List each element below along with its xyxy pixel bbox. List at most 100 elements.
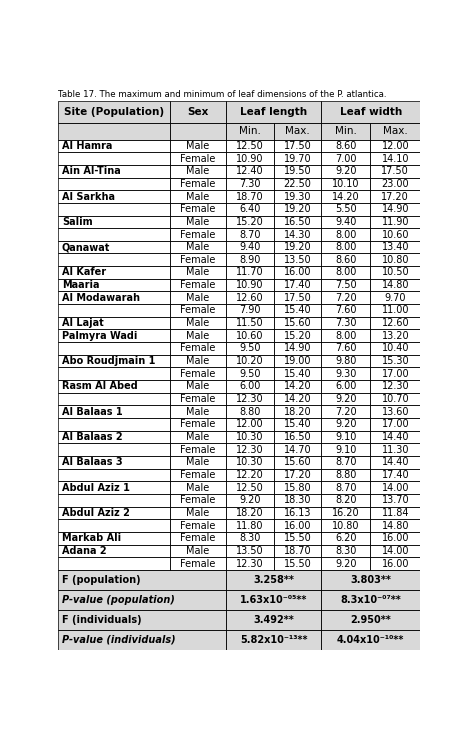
Text: 16.00: 16.00 xyxy=(284,520,311,531)
Bar xyxy=(170,101,226,123)
Bar xyxy=(274,123,321,139)
Text: 8.60: 8.60 xyxy=(335,141,356,151)
Bar xyxy=(370,557,420,570)
Text: Leaf width: Leaf width xyxy=(340,107,402,117)
Bar xyxy=(226,367,274,380)
Text: 8.70: 8.70 xyxy=(335,457,356,467)
Bar xyxy=(58,431,170,443)
Bar xyxy=(274,494,321,507)
Text: 15.50: 15.50 xyxy=(284,533,311,543)
Text: 12.60: 12.60 xyxy=(382,318,409,328)
Bar xyxy=(274,405,321,418)
Bar xyxy=(321,228,370,241)
Bar xyxy=(226,570,321,590)
Bar xyxy=(58,279,170,291)
Text: 12.30: 12.30 xyxy=(236,394,264,404)
Text: Male: Male xyxy=(186,432,210,442)
Bar xyxy=(226,481,274,494)
Text: Male: Male xyxy=(186,217,210,227)
Text: 8.30: 8.30 xyxy=(240,533,261,543)
Text: Ain Al-Tina: Ain Al-Tina xyxy=(62,166,121,176)
Text: 10.20: 10.20 xyxy=(236,356,264,366)
Bar xyxy=(58,570,226,590)
Bar xyxy=(370,317,420,329)
Bar xyxy=(58,291,170,304)
Bar xyxy=(226,610,321,630)
Bar xyxy=(58,317,170,329)
Bar xyxy=(226,241,274,253)
Bar xyxy=(321,123,370,139)
Bar xyxy=(226,519,274,532)
Bar xyxy=(170,393,226,405)
Bar xyxy=(321,590,420,610)
Text: Abdul Aziz 1: Abdul Aziz 1 xyxy=(62,483,130,493)
Bar xyxy=(58,123,170,139)
Text: Female: Female xyxy=(180,533,216,543)
Bar xyxy=(170,291,226,304)
Bar xyxy=(170,329,226,342)
Bar xyxy=(274,228,321,241)
Bar xyxy=(370,519,420,532)
Bar xyxy=(321,494,370,507)
Bar xyxy=(58,443,170,456)
Text: Qanawat: Qanawat xyxy=(62,242,110,252)
Bar xyxy=(226,279,274,291)
Text: 15.40: 15.40 xyxy=(284,419,311,429)
Bar xyxy=(170,215,226,228)
Bar xyxy=(370,165,420,177)
Text: 9.20: 9.20 xyxy=(335,558,356,569)
Bar xyxy=(226,545,274,557)
Bar xyxy=(170,191,226,203)
Bar xyxy=(58,253,170,266)
Bar xyxy=(170,342,226,355)
Bar xyxy=(58,570,226,590)
Bar xyxy=(321,329,370,342)
Text: 1.63x10⁻⁰⁵**: 1.63x10⁻⁰⁵** xyxy=(240,595,307,605)
Bar xyxy=(170,153,226,165)
Bar xyxy=(321,253,370,266)
Bar xyxy=(370,342,420,355)
Bar xyxy=(274,557,321,570)
Text: Al Balaas 2: Al Balaas 2 xyxy=(62,432,123,442)
Bar xyxy=(370,304,420,317)
Bar xyxy=(226,405,274,418)
Text: 9.50: 9.50 xyxy=(240,369,261,379)
Bar xyxy=(370,191,420,203)
Text: 14.80: 14.80 xyxy=(382,520,409,531)
Text: Female: Female xyxy=(180,419,216,429)
Bar xyxy=(226,507,274,519)
Text: 18.20: 18.20 xyxy=(284,407,311,417)
Bar xyxy=(274,367,321,380)
Bar xyxy=(370,418,420,431)
Text: 16.00: 16.00 xyxy=(284,267,311,277)
Bar xyxy=(226,215,274,228)
Bar xyxy=(170,165,226,177)
Bar xyxy=(170,317,226,329)
Text: 13.20: 13.20 xyxy=(382,331,409,341)
Bar xyxy=(58,456,170,469)
Bar xyxy=(58,177,170,191)
Bar xyxy=(274,494,321,507)
Bar xyxy=(321,418,370,431)
Bar xyxy=(170,304,226,317)
Bar xyxy=(321,317,370,329)
Bar xyxy=(321,215,370,228)
Bar xyxy=(321,557,370,570)
Text: 15.40: 15.40 xyxy=(284,369,311,379)
Text: 15.40: 15.40 xyxy=(284,305,311,315)
Bar xyxy=(321,139,370,153)
Text: 14.90: 14.90 xyxy=(284,343,311,353)
Bar xyxy=(170,177,226,191)
Text: 18.20: 18.20 xyxy=(236,508,264,518)
Text: 6.00: 6.00 xyxy=(240,381,261,391)
Bar xyxy=(370,405,420,418)
Text: Female: Female xyxy=(180,495,216,505)
Text: 8.30: 8.30 xyxy=(335,546,356,556)
Bar xyxy=(226,557,274,570)
Bar xyxy=(321,630,420,650)
Bar xyxy=(321,545,370,557)
Bar xyxy=(226,153,274,165)
Bar xyxy=(370,165,420,177)
Bar xyxy=(170,241,226,253)
Text: 19.20: 19.20 xyxy=(284,204,311,214)
